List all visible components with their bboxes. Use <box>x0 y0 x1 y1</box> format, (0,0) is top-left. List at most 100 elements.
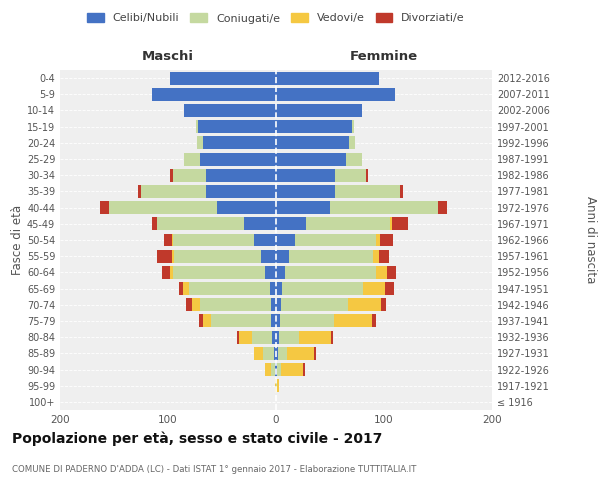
Bar <box>199 314 203 328</box>
Bar <box>276 282 283 295</box>
Bar <box>276 104 362 117</box>
Bar <box>109 201 217 214</box>
Bar <box>276 136 349 149</box>
Bar <box>372 314 376 328</box>
Bar <box>376 266 387 279</box>
Bar <box>391 218 392 230</box>
Bar <box>303 363 305 376</box>
Bar <box>349 136 355 149</box>
Bar <box>206 169 276 181</box>
Bar <box>269 282 276 295</box>
Bar <box>276 201 330 214</box>
Bar <box>349 298 381 311</box>
Bar <box>254 347 263 360</box>
Bar <box>380 234 392 246</box>
Bar <box>271 298 276 311</box>
Bar <box>138 185 141 198</box>
Bar <box>271 314 276 328</box>
Bar <box>277 379 279 392</box>
Bar <box>244 218 276 230</box>
Bar <box>334 314 372 328</box>
Bar <box>274 347 276 360</box>
Bar <box>192 298 200 311</box>
Bar <box>188 282 269 295</box>
Bar <box>170 266 173 279</box>
Y-axis label: Fasce di età: Fasce di età <box>11 205 24 275</box>
Bar <box>172 250 175 262</box>
Bar <box>335 169 365 181</box>
Bar <box>346 152 362 166</box>
Bar <box>265 266 276 279</box>
Bar <box>254 234 276 246</box>
Bar <box>141 185 206 198</box>
Bar <box>276 379 277 392</box>
Bar <box>217 201 276 214</box>
Bar <box>261 250 276 262</box>
Bar <box>387 266 396 279</box>
Bar <box>184 152 200 166</box>
Bar <box>197 136 203 149</box>
Bar <box>170 72 276 85</box>
Bar <box>164 234 172 246</box>
Text: Anni di nascita: Anni di nascita <box>584 196 597 284</box>
Bar <box>200 298 271 311</box>
Bar <box>287 347 314 360</box>
Bar <box>175 250 261 262</box>
Bar <box>206 185 276 198</box>
Bar <box>173 169 206 181</box>
Bar <box>376 234 380 246</box>
Bar <box>263 347 274 360</box>
Bar <box>276 347 278 360</box>
Bar <box>179 282 183 295</box>
Text: Popolazione per età, sesso e stato civile - 2017: Popolazione per età, sesso e stato civil… <box>12 431 382 446</box>
Bar <box>152 88 276 101</box>
Bar <box>352 120 354 133</box>
Bar <box>381 298 386 311</box>
Bar <box>276 72 379 85</box>
Bar <box>306 218 391 230</box>
Bar <box>438 201 446 214</box>
Text: Femmine: Femmine <box>350 50 418 63</box>
Bar <box>278 347 287 360</box>
Bar <box>276 314 280 328</box>
Bar <box>276 185 335 198</box>
Bar <box>276 250 289 262</box>
Bar <box>183 282 188 295</box>
Bar <box>289 250 373 262</box>
Bar <box>237 330 239 344</box>
Bar <box>335 185 400 198</box>
Legend: Celibi/Nubili, Coniugati/e, Vedovi/e, Divorziati/e: Celibi/Nubili, Coniugati/e, Vedovi/e, Di… <box>87 13 465 24</box>
Bar <box>277 363 281 376</box>
Bar <box>196 120 198 133</box>
Bar <box>392 218 408 230</box>
Bar <box>295 234 376 246</box>
Bar <box>276 298 281 311</box>
Bar <box>364 282 385 295</box>
Bar <box>173 234 254 246</box>
Bar <box>203 136 276 149</box>
Bar <box>276 88 395 101</box>
Bar <box>276 169 335 181</box>
Bar <box>157 250 172 262</box>
Bar <box>276 120 352 133</box>
Bar <box>331 330 333 344</box>
Bar <box>385 282 394 295</box>
Bar <box>200 152 276 166</box>
Text: Maschi: Maschi <box>142 50 194 63</box>
Bar <box>365 169 368 181</box>
Bar <box>281 363 303 376</box>
Bar <box>330 201 438 214</box>
Bar <box>400 185 403 198</box>
Bar <box>203 314 211 328</box>
Bar <box>283 282 364 295</box>
Bar <box>279 330 299 344</box>
Bar <box>265 363 271 376</box>
Bar <box>276 363 277 376</box>
Bar <box>276 218 306 230</box>
Text: COMUNE DI PADERNO D'ADDA (LC) - Dati ISTAT 1° gennaio 2017 - Elaborazione TUTTIT: COMUNE DI PADERNO D'ADDA (LC) - Dati IST… <box>12 466 416 474</box>
Bar <box>314 347 316 360</box>
Bar <box>152 218 157 230</box>
Bar <box>272 330 276 344</box>
Bar <box>276 266 284 279</box>
Bar <box>157 218 244 230</box>
